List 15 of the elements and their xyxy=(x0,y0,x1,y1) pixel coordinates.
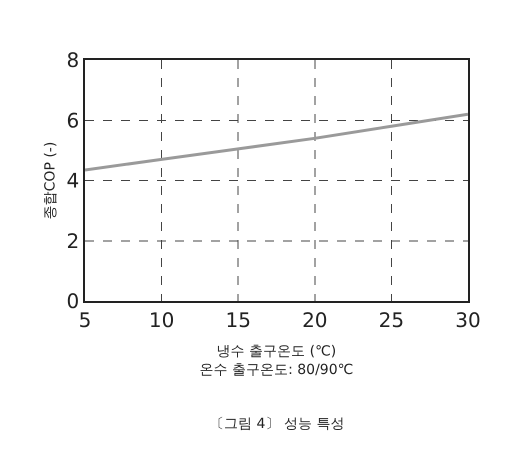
x-tick-label: 30 xyxy=(455,308,481,332)
x-tick-label: 5 xyxy=(78,308,92,332)
y-tick-label: 6 xyxy=(66,108,80,132)
y-tick-label: 0 xyxy=(66,289,80,313)
y-tick-label: 4 xyxy=(66,168,80,192)
x-axis-title: 냉수 출구온도 (℃) 온수 출구온도: 80/90℃ xyxy=(200,344,354,378)
line-series xyxy=(85,112,468,172)
y-axis-title: 종합COP (-) xyxy=(42,142,59,220)
x-tick-label: 20 xyxy=(302,308,328,332)
x-tick-label: 15 xyxy=(225,308,251,332)
y-tick-label: 8 xyxy=(66,48,80,72)
x-tick-label: 25 xyxy=(378,308,404,332)
text: 〔그림 4〕 성능 특성 xyxy=(210,416,344,432)
y-tick-label: 2 xyxy=(66,228,80,253)
x-tick-label: 10 xyxy=(148,308,174,332)
